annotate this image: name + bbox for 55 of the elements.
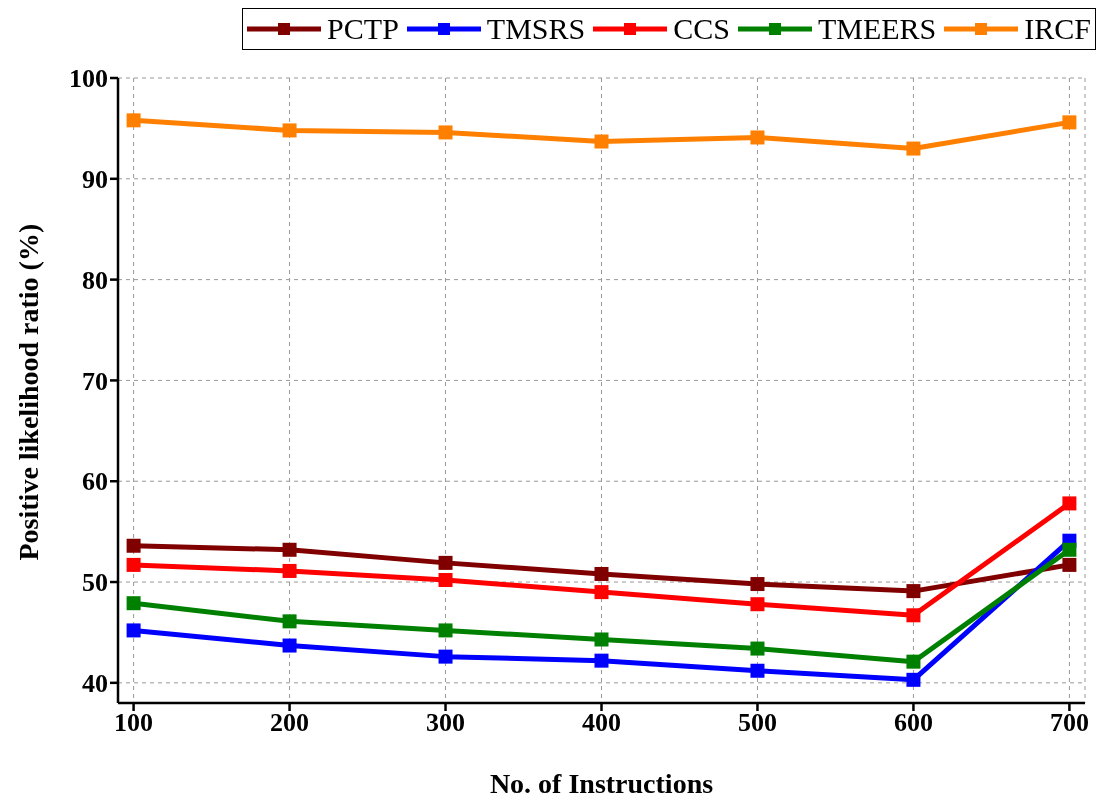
point [126,596,141,611]
x-axis-title: No. of Instructions [489,768,714,799]
point [594,134,609,149]
point [750,597,765,612]
y-axis-title: Positive likelihood ratio (%) [12,223,44,561]
x-tick-label: 100 [114,708,154,738]
point [594,566,609,581]
y-tick-label: 50 [82,568,108,598]
point [126,623,141,638]
point [282,614,297,629]
point [906,608,921,623]
point [438,573,453,588]
y-tick-label: 100 [69,64,108,94]
point [594,653,609,668]
point [438,623,453,638]
point [126,538,141,553]
x-tick-label: 600 [893,708,933,738]
point [750,641,765,656]
point [438,555,453,570]
point [1062,115,1077,130]
legend-label: IRCF [1024,12,1091,46]
point [1062,542,1077,557]
y-tick-label: 40 [82,669,108,699]
point [906,584,921,599]
point [594,585,609,600]
point [906,654,921,669]
point [438,649,453,664]
legend-label: PCTP [327,12,399,46]
point [906,672,921,687]
point [1062,557,1077,572]
y-tick-label: 90 [82,165,108,195]
x-tick-label: 500 [737,708,777,738]
point [282,542,297,557]
point [282,638,297,653]
x-tick-label: 300 [426,708,466,738]
point [282,123,297,138]
point [750,130,765,145]
point [126,113,141,128]
x-tick-label: 400 [582,708,621,738]
legend-label: CCS [673,12,730,46]
point [282,563,297,578]
y-tick-label: 60 [82,467,108,497]
y-tick-label: 80 [82,265,108,295]
legend-label: TMEERS [817,12,937,46]
x-tick-label: 200 [270,708,310,738]
legend-label: TMSRS [486,12,586,46]
point [750,577,765,592]
point [750,663,765,678]
point [438,125,453,140]
point [126,557,141,572]
x-tick-label: 700 [1049,708,1089,738]
point [594,632,609,647]
y-tick-label: 70 [82,366,108,396]
point [1062,496,1077,511]
point [906,141,921,156]
